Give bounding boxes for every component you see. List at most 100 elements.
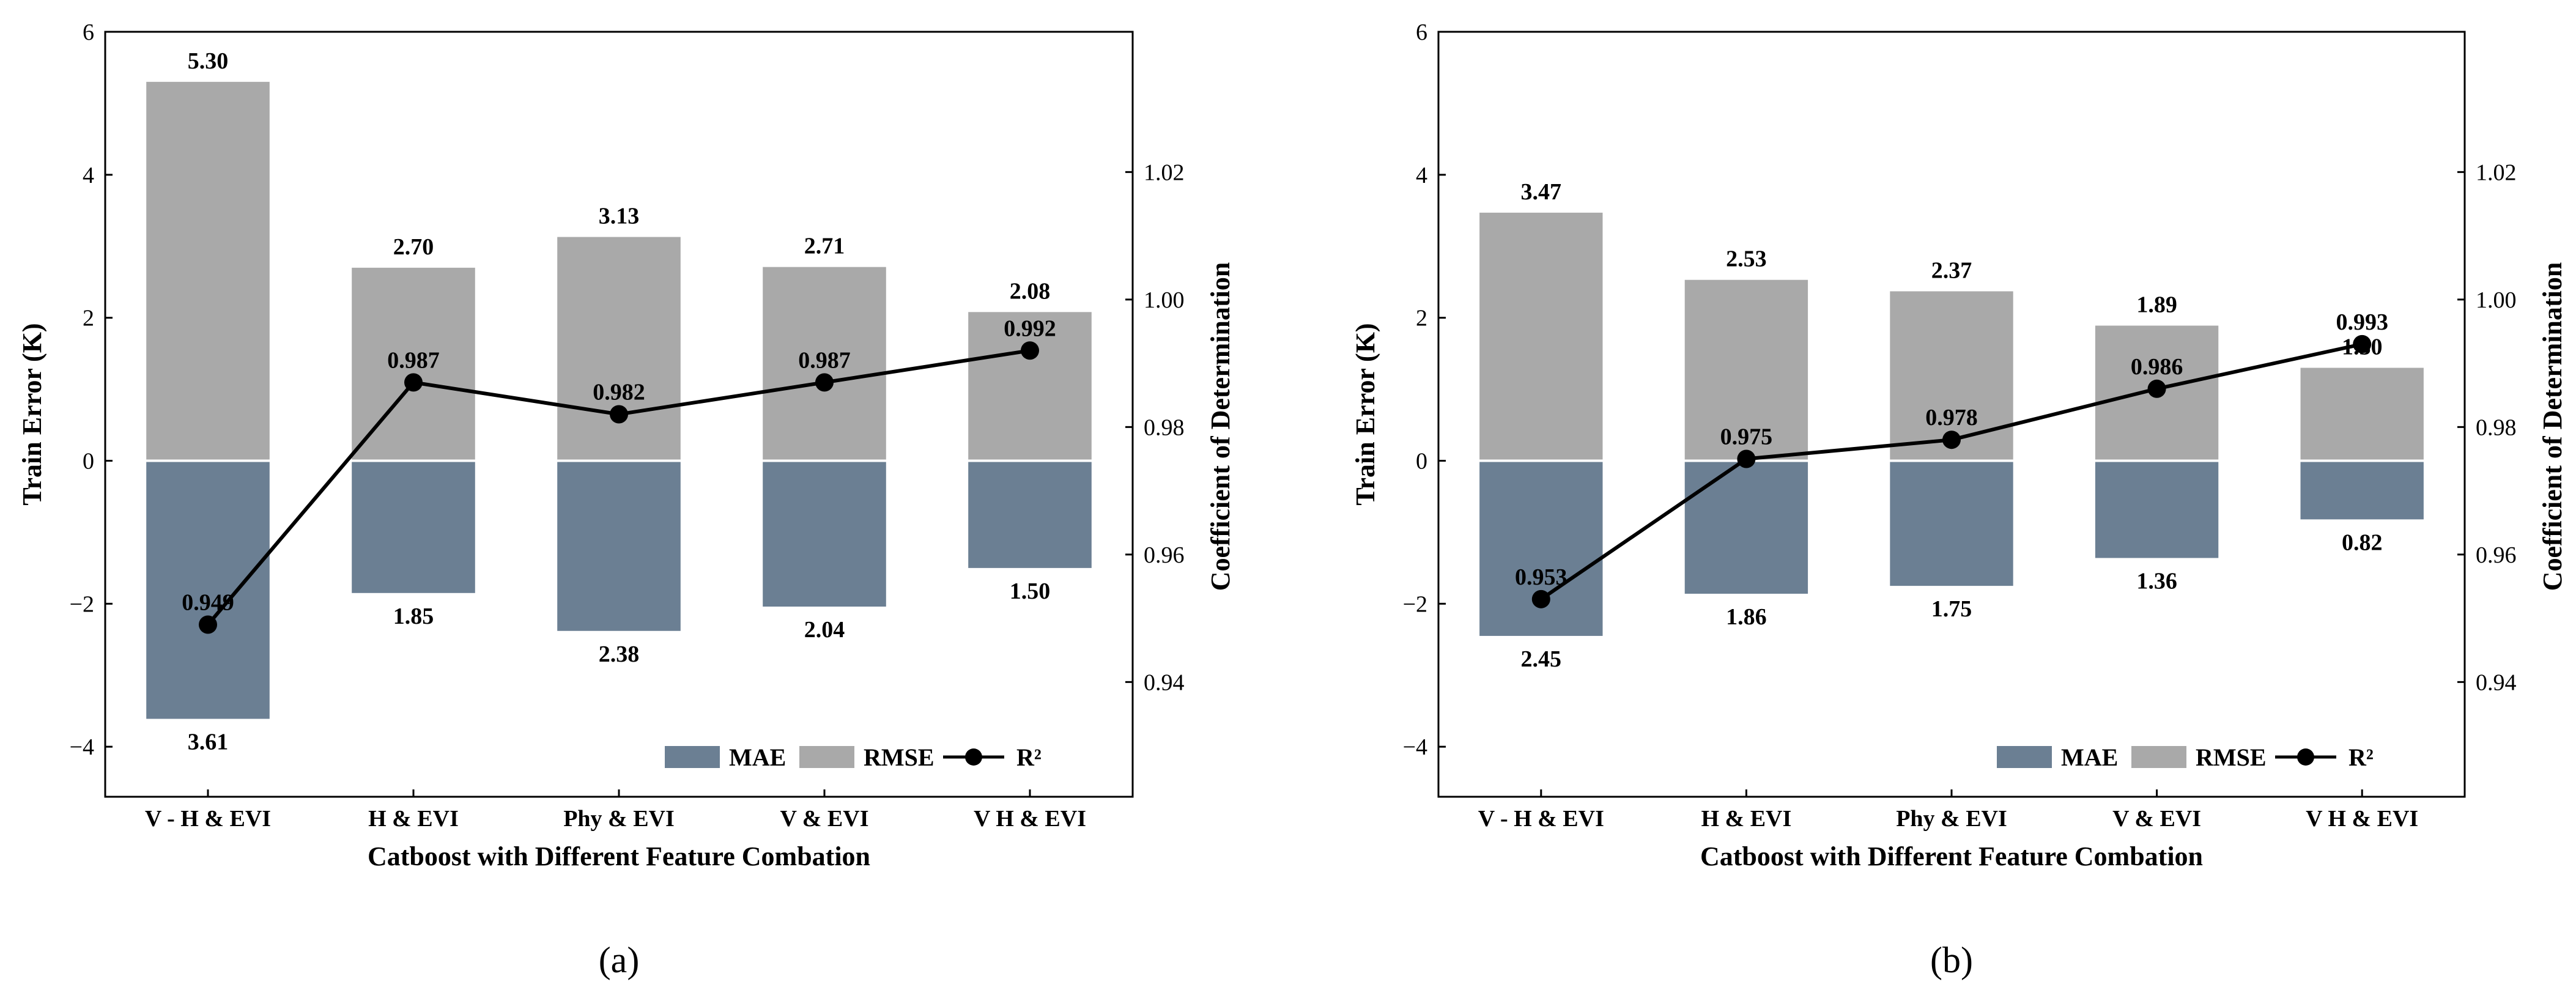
r2-value-label: 0.953 — [1515, 564, 1567, 590]
rmse-bar — [557, 237, 681, 461]
y-tick-label: 6 — [1416, 20, 1427, 45]
chart-panel-a: −4 −2 0 2 4 6 0.94 0.96 0.98 1.00 1.02 V - H & EV… — [17, 20, 1235, 980]
x-tick-label: V - H & EVI — [1478, 806, 1604, 832]
rmse-bar — [968, 312, 1092, 461]
mae-bar — [557, 460, 681, 631]
legend-r2-label: R² — [1016, 744, 1042, 771]
rmse-bar — [2300, 368, 2424, 461]
legend-r2-label: R² — [2348, 744, 2374, 771]
x-axis-label: Catboost with Different Feature Combatio… — [368, 841, 870, 871]
y2-tick-label: 0.98 — [2476, 415, 2517, 440]
x-tick-label: V - H & EVI — [145, 806, 271, 832]
r2-value-label: 0.986 — [2131, 354, 2183, 380]
mae-value-label: 2.04 — [804, 617, 845, 643]
y-tick-label: −4 — [70, 734, 94, 760]
mae-bar — [146, 460, 270, 719]
panel-caption: (b) — [1930, 940, 1973, 980]
mae-bar — [352, 460, 475, 593]
y-tick-label: −2 — [70, 591, 94, 617]
r2-value-label: 0.949 — [182, 590, 234, 616]
mae-value-label: 1.36 — [2136, 569, 2177, 594]
mae-bar — [968, 460, 1092, 568]
legend-mae-label: MAE — [729, 744, 786, 771]
mae-bar — [1479, 460, 1603, 636]
rmse-value-label: 2.71 — [804, 234, 845, 259]
mae-value-label: 1.85 — [393, 604, 434, 629]
legend-r2-marker — [965, 748, 982, 766]
x-tick-label: V & EVI — [2112, 806, 2201, 832]
r2-point — [1942, 430, 1961, 449]
r2-point — [404, 373, 423, 392]
y-tick-label: 4 — [83, 163, 94, 188]
rmse-bar — [763, 267, 886, 461]
y2-tick-label: 0.94 — [2476, 670, 2517, 695]
y-tick-label: 4 — [1416, 163, 1427, 188]
y-tick-label: −4 — [1403, 734, 1427, 760]
mae-value-label: 2.38 — [599, 641, 640, 667]
rmse-value-label: 2.08 — [1010, 278, 1051, 304]
y-tick-label: 2 — [1416, 306, 1427, 331]
r2-value-label: 0.993 — [2336, 309, 2388, 335]
y2-tick-label: 1.00 — [1144, 287, 1185, 313]
mae-value-label: 1.75 — [1931, 596, 1972, 622]
legend-mae-label: MAE — [2061, 744, 2118, 771]
legend-mae-swatch — [1997, 746, 2052, 768]
mae-bar — [2300, 460, 2424, 520]
r2-value-label: 0.982 — [593, 380, 645, 405]
mae-value-label: 0.82 — [2342, 530, 2383, 555]
rmse-bar — [1684, 279, 1808, 461]
legend-rmse-label: RMSE — [864, 744, 935, 771]
x-tick-label: H & EVI — [1701, 806, 1792, 832]
r2-value-label: 0.992 — [1004, 316, 1056, 341]
y-tick-label: −2 — [1403, 591, 1427, 617]
y-axis-label: Train Error (K) — [17, 323, 47, 505]
x-tick-label: H & EVI — [368, 806, 459, 832]
r2-point — [1531, 589, 1550, 608]
rmse-value-label: 1.89 — [2136, 292, 2177, 318]
rmse-bar — [146, 81, 270, 461]
legend-rmse-label: RMSE — [2196, 744, 2267, 771]
r2-value-label: 0.978 — [1925, 405, 1978, 430]
y2-tick-label: 0.98 — [1144, 415, 1185, 440]
mae-bar — [763, 460, 886, 607]
y2-tick-label: 1.02 — [1144, 160, 1185, 185]
x-tick-label: V H & EVI — [2306, 806, 2418, 832]
r2-point — [2353, 334, 2372, 353]
y-tick-label: 0 — [1416, 448, 1427, 474]
y-tick-label: 6 — [83, 20, 94, 45]
r2-value-label: 0.987 — [387, 347, 440, 373]
x-tick-label: V H & EVI — [974, 806, 1086, 832]
y2-tick-label: 0.94 — [1144, 670, 1185, 695]
rmse-value-label: 2.53 — [1726, 246, 1767, 272]
y-tick-label: 0 — [83, 448, 94, 474]
r2-value-label: 0.975 — [1720, 424, 1773, 449]
x-axis-label: Catboost with Different Feature Combatio… — [1700, 841, 2203, 871]
y2-tick-label: 1.00 — [2476, 287, 2517, 313]
rmse-value-label: 2.70 — [393, 234, 434, 260]
r2-point — [1737, 449, 1756, 468]
r2-point — [199, 615, 217, 634]
y2-axis-label: Coefficient of Determination — [2537, 262, 2567, 591]
legend-r2-marker — [2297, 748, 2314, 766]
r2-point — [2147, 379, 2166, 398]
r2-point — [1021, 341, 1039, 360]
rmse-value-label: 2.37 — [1931, 257, 1972, 283]
rmse-value-label: 3.47 — [1521, 179, 1562, 205]
mae-value-label: 1.50 — [1010, 578, 1051, 604]
rmse-bar — [1479, 212, 1603, 461]
y-axis-label: Train Error (K) — [1350, 323, 1380, 505]
y2-tick-label: 0.96 — [2476, 542, 2517, 568]
y2-axis-label: Coefficient of Determination — [1205, 262, 1235, 591]
rmse-value-label: 3.13 — [599, 204, 640, 229]
r2-point — [610, 405, 628, 424]
legend-mae-swatch — [665, 746, 720, 768]
mae-bar — [1684, 460, 1808, 594]
y-tick-label: 2 — [83, 306, 94, 331]
legend: MAE RMSE R² — [665, 744, 1042, 771]
r2-point — [815, 373, 834, 392]
legend-rmse-swatch — [799, 746, 854, 768]
y2-tick-label: 0.96 — [1144, 542, 1185, 568]
legend-rmse-swatch — [2131, 746, 2186, 768]
rmse-value-label: 1.30 — [2342, 334, 2383, 360]
rmse-value-label: 5.30 — [188, 48, 229, 74]
